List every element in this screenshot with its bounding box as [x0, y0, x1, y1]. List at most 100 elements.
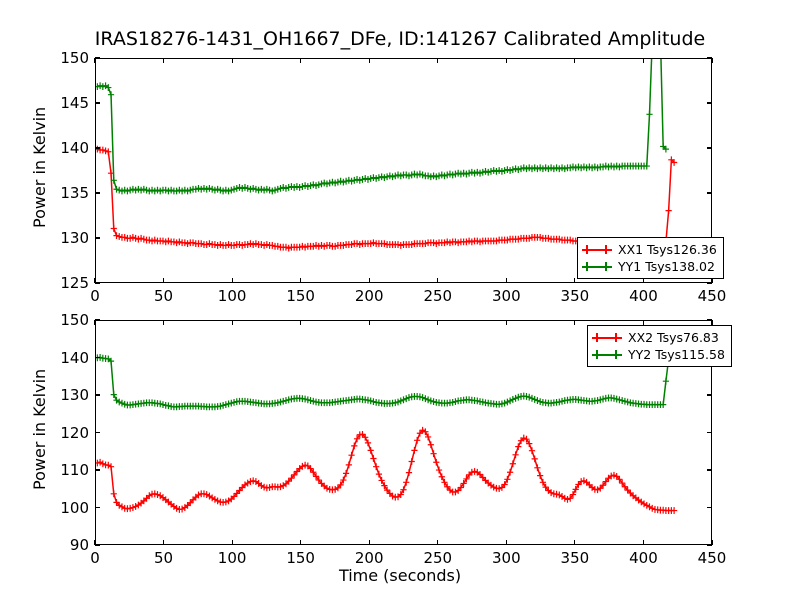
x-tick-label: 200 — [354, 549, 384, 567]
x-tick-mark — [437, 58, 439, 63]
legend-item[interactable]: YY1 Tsys138.02 — [582, 258, 717, 275]
x-tick-mark — [300, 320, 302, 325]
x-tick-label: 400 — [629, 549, 658, 567]
y-tick-label: 145 — [60, 94, 89, 112]
x-tick-mark — [437, 540, 439, 545]
y-tick-mark — [95, 544, 100, 546]
x-tick-label: 450 — [697, 549, 727, 567]
y-tick-mark — [707, 147, 712, 149]
y-tick-label: 150 — [60, 311, 89, 329]
y-tick-mark — [95, 237, 100, 239]
x-tick-mark — [642, 58, 645, 63]
legend-item[interactable]: YY2 Tsys115.58 — [592, 346, 725, 363]
x-tick-label: 100 — [217, 549, 247, 567]
x-tick-mark — [94, 278, 96, 283]
legend-label: YY1 Tsys138.02 — [618, 259, 715, 274]
y-tick-label: 130 — [60, 386, 89, 404]
x-tick-mark — [231, 320, 233, 325]
y-tick-mark — [707, 469, 712, 471]
legend-line-swatch-green-icon — [592, 349, 622, 361]
top-plot-legend[interactable]: XX1 Tsys126.36 YY1 Tsys138.02 — [577, 237, 724, 279]
x-tick-label: 150 — [286, 287, 315, 305]
x-tick-label: 350 — [560, 549, 590, 567]
x-tick-mark — [162, 540, 165, 545]
y-tick-mark — [95, 319, 100, 321]
x-tick-mark — [300, 278, 302, 283]
y-tick-mark — [707, 544, 712, 546]
x-tick-mark — [368, 540, 370, 545]
y-tick-label: 90 — [69, 536, 89, 554]
x-tick-label: 50 — [154, 549, 174, 567]
x-tick-mark — [642, 320, 645, 325]
y-tick-label: 110 — [60, 461, 89, 479]
x-tick-mark — [231, 278, 233, 283]
y-tick-mark — [707, 192, 712, 194]
x-tick-label: 100 — [217, 287, 247, 305]
y-tick-mark — [95, 57, 100, 59]
x-tick-mark — [231, 58, 233, 63]
x-tick-mark — [505, 320, 507, 325]
y-tick-mark — [707, 431, 712, 434]
x-tick-label: 150 — [286, 549, 315, 567]
bottom-plot-lines — [96, 354, 678, 514]
legend-item[interactable]: XX1 Tsys126.36 — [582, 241, 717, 258]
legend-line-swatch-green-icon — [582, 261, 612, 273]
legend-item[interactable]: XX2 Tsys76.83 — [592, 329, 725, 346]
x-tick-mark — [300, 540, 302, 545]
y-tick-label: 140 — [60, 348, 89, 367]
x-tick-mark — [162, 278, 165, 283]
top-y-axis-label: Power in Kelvin — [30, 106, 49, 228]
y-tick-mark — [95, 102, 100, 104]
x-tick-mark — [94, 58, 96, 63]
y-tick-label: 135 — [60, 184, 89, 202]
legend-line-swatch-red-icon — [582, 244, 612, 256]
y-tick-mark — [707, 282, 712, 284]
y-tick-mark — [707, 57, 712, 59]
page-title: IRAS18276-1431_OH1667_DFe, ID:141267 Cal… — [94, 28, 706, 50]
x-tick-label: 250 — [423, 287, 453, 305]
x-tick-mark — [642, 540, 645, 545]
y-tick-mark — [95, 431, 100, 434]
x-tick-mark — [368, 58, 370, 63]
y-tick-mark — [95, 356, 100, 359]
legend-label: XX2 Tsys76.83 — [628, 330, 719, 345]
x-tick-mark — [711, 278, 713, 283]
x-tick-mark — [368, 320, 370, 325]
y-tick-label: 120 — [60, 423, 89, 442]
y-tick-mark — [707, 394, 712, 396]
bottom-x-axis-label: Time (seconds) — [338, 566, 462, 585]
x-tick-mark — [505, 58, 507, 63]
x-tick-mark — [162, 58, 165, 63]
x-tick-mark — [162, 320, 165, 325]
x-tick-mark — [437, 278, 439, 283]
x-tick-mark — [711, 540, 713, 545]
x-tick-mark — [574, 58, 576, 63]
y-tick-label: 130 — [60, 229, 89, 247]
x-tick-mark — [300, 58, 302, 63]
y-tick-label: 100 — [60, 498, 89, 517]
legend-label: XX1 Tsys126.36 — [618, 242, 717, 257]
y-tick-mark — [95, 282, 100, 284]
x-tick-mark — [505, 278, 507, 283]
x-tick-mark — [231, 540, 233, 545]
x-tick-mark — [574, 278, 576, 283]
y-tick-mark — [95, 506, 100, 509]
x-tick-mark — [368, 278, 370, 283]
y-tick-mark — [95, 147, 100, 149]
x-tick-mark — [437, 320, 439, 325]
x-tick-mark — [642, 278, 645, 283]
x-tick-label: 250 — [423, 549, 453, 567]
x-tick-mark — [505, 540, 507, 545]
y-tick-mark — [95, 192, 100, 194]
y-tick-mark — [95, 469, 100, 471]
x-tick-label: 200 — [354, 287, 384, 305]
bottom-plot-legend[interactable]: XX2 Tsys76.83 YY2 Tsys115.58 — [587, 325, 732, 367]
x-tick-label: 400 — [629, 287, 658, 305]
x-tick-label: 50 — [154, 287, 174, 305]
y-tick-mark — [707, 319, 712, 321]
x-tick-mark — [574, 540, 576, 545]
y-tick-mark — [95, 394, 100, 396]
x-tick-mark — [711, 58, 713, 63]
x-tick-label: 350 — [560, 287, 590, 305]
